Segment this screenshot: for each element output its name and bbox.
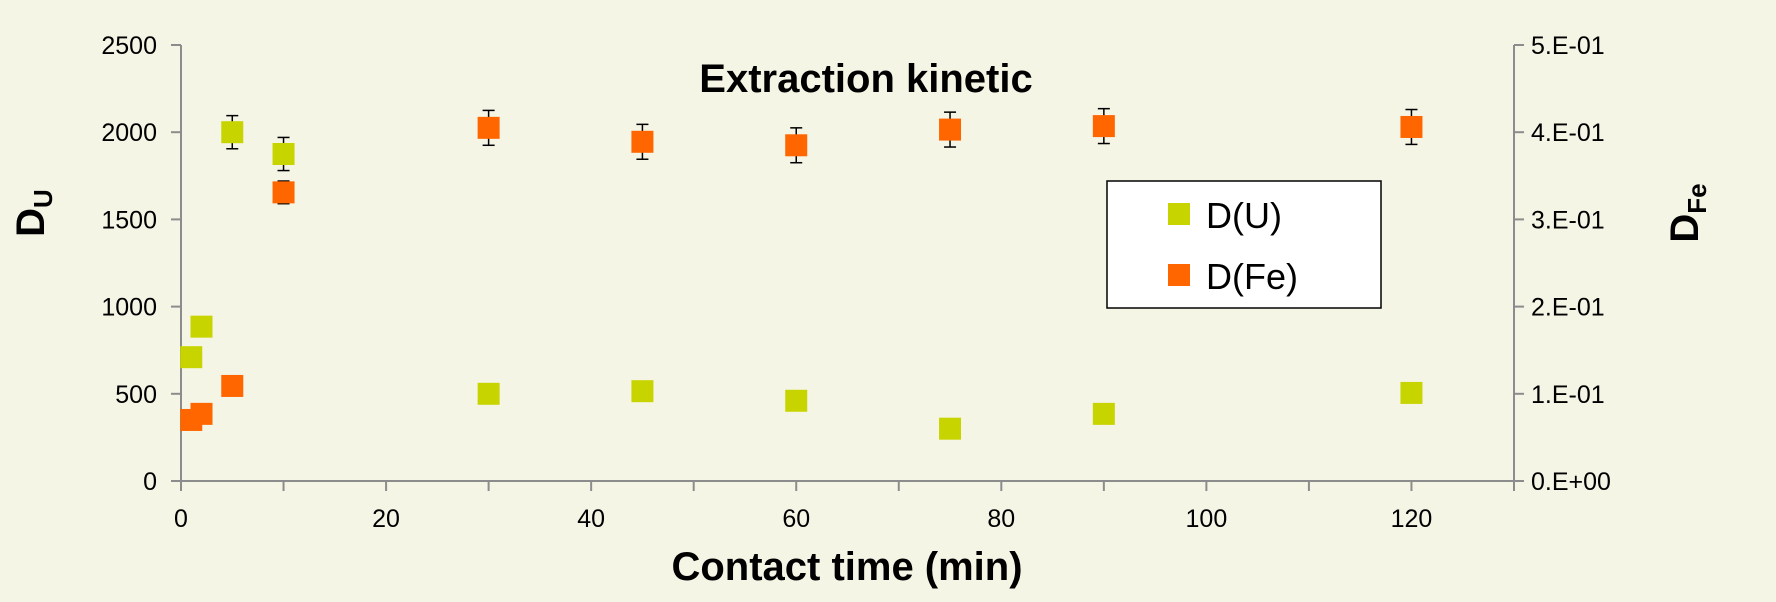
x-tick-label: 80 [987, 505, 1015, 533]
ticks: 0 20 40 60 80 100 120 0 500 1000 1500 2000 2500 0.E+0… [101, 32, 1611, 533]
legend: D(U) D(Fe) [1106, 180, 1382, 309]
data-point-du [221, 121, 244, 144]
data-point-du [272, 143, 295, 165]
y-tick-label: 2500 [101, 32, 157, 60]
y-axis-title-main: D [9, 208, 53, 237]
y2-tick-label: 5.E-01 [1531, 32, 1605, 60]
data-point-dfe [272, 181, 295, 204]
data-point-dfe [190, 402, 213, 425]
data-point-du [1400, 381, 1423, 404]
x-tick-label: 40 [577, 505, 605, 533]
x-tick-label: 120 [1391, 505, 1433, 533]
y-tick-label: 1000 [101, 294, 157, 322]
y2-axis-title-sub: Fe [1682, 183, 1712, 213]
axes [180, 45, 1515, 482]
y-axis-title: DU [9, 189, 58, 237]
data-point-du [180, 346, 203, 369]
legend-box [1106, 180, 1382, 309]
legend-label-dfe: D(Fe) [1206, 256, 1298, 297]
data-point-dfe [939, 118, 962, 141]
x-axis-title: Contact time (min) [671, 545, 1022, 589]
data-point-du [190, 315, 213, 338]
x-tick-label: 0 [174, 505, 188, 533]
legend-label-du: D(U) [1206, 195, 1282, 236]
data-point-dfe [631, 130, 654, 153]
y2-tick-label: 2.E-01 [1531, 294, 1605, 322]
x-tick-label: 100 [1186, 505, 1228, 533]
legend-swatch-dfe [1168, 264, 1190, 286]
data-point-du [785, 389, 808, 412]
y-tick-label: 2000 [101, 119, 157, 147]
data-marks [180, 107, 1423, 440]
y2-tick-label: 4.E-01 [1531, 119, 1605, 147]
data-point-dfe [221, 374, 244, 397]
data-point-dfe [785, 134, 808, 157]
data-point-dfe [1400, 115, 1423, 138]
x-tick-label: 20 [372, 505, 400, 533]
data-point-du [631, 380, 654, 403]
data-point-du [1092, 402, 1115, 425]
chart-title: Extraction kinetic [699, 57, 1032, 101]
y-tick-label: 500 [115, 381, 157, 409]
data-point-dfe [1092, 115, 1115, 138]
y2-tick-label: 1.E-01 [1531, 381, 1605, 409]
y2-axis-title: DFe [1663, 183, 1712, 242]
y2-tick-label: 3.E-01 [1531, 206, 1605, 234]
y-tick-label: 0 [143, 468, 157, 496]
y2-axis-title-main: D [1663, 214, 1707, 243]
data-point-dfe [477, 116, 500, 139]
data-point-du [939, 417, 962, 440]
x-tick-label: 60 [782, 505, 810, 533]
y-axis-title-sub: U [28, 189, 58, 208]
data-point-du [477, 382, 500, 405]
y2-tick-label: 0.E+00 [1531, 468, 1611, 496]
legend-swatch-du [1168, 203, 1190, 225]
y-tick-label: 1500 [101, 206, 157, 234]
